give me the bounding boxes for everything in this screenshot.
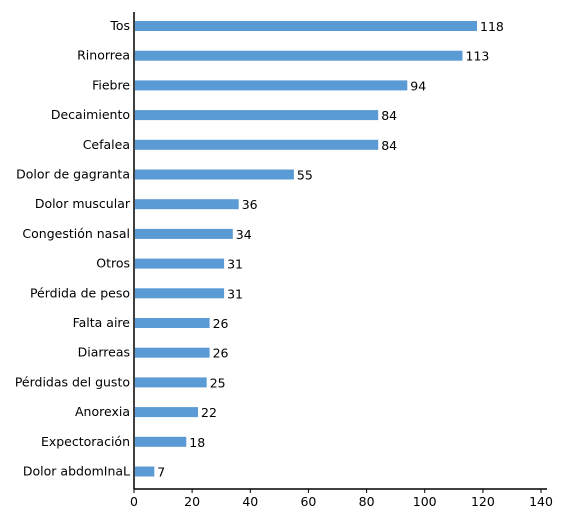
- x-tick-label-60: 60: [300, 494, 316, 509]
- category-label-fiebre: Fiebre: [92, 77, 130, 92]
- value-label-otros: 31: [227, 257, 243, 272]
- x-tick-label-120: 120: [471, 494, 495, 509]
- bar-diarreas: [135, 347, 210, 358]
- value-label-congestion-nasal: 34: [236, 227, 252, 242]
- category-label-otros: Otros: [96, 256, 130, 271]
- category-labels-group: Tos Rinorrea Fiebre Decaimiento Cefalea Dolor…: [15, 18, 131, 479]
- value-label-diarreas: 26: [213, 346, 229, 361]
- value-label-tos: 118: [480, 19, 504, 34]
- value-label-expectoracion: 18: [189, 435, 205, 450]
- category-label-rinorrea: Rinorrea: [77, 48, 130, 63]
- bar-perdidas-del-gusto: [135, 377, 207, 388]
- category-label-perdida-de-peso: Pérdida de peso: [30, 285, 130, 300]
- category-label-expectoracion: Expectoración: [41, 434, 130, 449]
- category-label-tos: Tos: [109, 18, 130, 33]
- axes-group: 0 20 40 60 80 100 120 140: [130, 12, 553, 509]
- value-label-perdidas-del-gusto: 25: [210, 375, 226, 390]
- value-label-dolor-muscular: 36: [242, 197, 258, 212]
- bar-tos: [135, 21, 477, 31]
- value-label-perdida-de-peso: 31: [227, 286, 243, 301]
- value-label-anorexia: 22: [201, 405, 217, 420]
- bar-congestion-nasal: [135, 228, 233, 239]
- bar-dolor-de-gagranta: [135, 169, 294, 180]
- value-labels-group: 118 113 94 84 84 55 36 34 31 31 26 26 25 22 18 7: [157, 19, 504, 480]
- x-tick-label-0: 0: [130, 494, 138, 509]
- value-label-decaimiento: 84: [381, 108, 397, 123]
- value-label-fiebre: 94: [410, 78, 426, 93]
- x-tick-label-40: 40: [242, 494, 258, 509]
- x-tick-label-140: 140: [529, 494, 553, 509]
- value-label-dolor-abdominal: 7: [157, 465, 165, 480]
- bar-dolor-abdominal: [135, 466, 155, 477]
- bars-group: [135, 21, 477, 477]
- bar-falta-aire: [135, 318, 210, 328]
- bar-perdida-de-peso: [135, 288, 225, 299]
- category-label-dolor-de-gagranta: Dolor de gagranta: [16, 167, 130, 182]
- bar-expectoracion: [135, 436, 187, 447]
- value-label-dolor-de-gagranta: 55: [297, 168, 313, 183]
- value-label-rinorrea: 113: [466, 49, 490, 64]
- value-label-falta-aire: 26: [213, 316, 229, 331]
- category-label-diarreas: Diarreas: [78, 345, 130, 360]
- x-tick-label-100: 100: [413, 494, 437, 509]
- x-tick-label-20: 20: [184, 494, 200, 509]
- bar-decaimiento: [135, 110, 379, 121]
- x-tick-label-80: 80: [359, 494, 375, 509]
- category-label-decaimiento: Decaimiento: [51, 107, 130, 122]
- category-label-dolor-abdominal: Dolor abdomInaL: [23, 464, 130, 479]
- bar-cefalea: [135, 139, 379, 150]
- category-label-anorexia: Anorexia: [75, 404, 130, 419]
- category-label-falta-aire: Falta aire: [73, 315, 131, 330]
- category-label-perdidas-del-gusto: Pérdidas del gusto: [15, 374, 130, 389]
- bar-rinorrea: [135, 50, 463, 61]
- category-label-congestion-nasal: Congestión nasal: [22, 226, 130, 241]
- bar-dolor-muscular: [135, 199, 239, 210]
- category-label-dolor-muscular: Dolor muscular: [35, 196, 131, 211]
- bar-fiebre: [135, 80, 408, 91]
- value-label-cefalea: 84: [381, 138, 397, 153]
- bar-otros: [135, 258, 225, 269]
- category-label-cefalea: Cefalea: [83, 137, 130, 152]
- bar-anorexia: [135, 407, 198, 418]
